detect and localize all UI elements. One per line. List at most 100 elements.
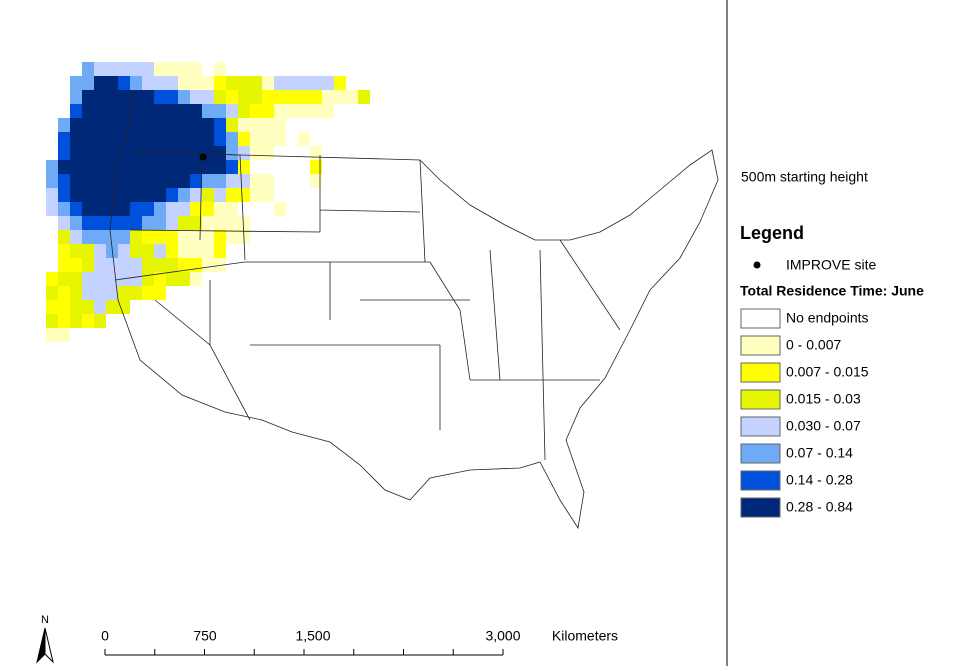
grid-cell	[310, 160, 322, 174]
grid-cell	[130, 286, 142, 300]
grid-cell	[58, 174, 70, 188]
grid-cell	[82, 76, 94, 90]
legend-label: 0.07 - 0.14	[786, 445, 853, 461]
legend-heading: Total Residence Time: June	[740, 283, 924, 299]
grid-cell	[70, 300, 82, 314]
grid-cell	[70, 202, 82, 216]
grid-cell	[46, 160, 58, 174]
grid-cell	[130, 104, 142, 118]
grid-cell	[226, 230, 238, 244]
grid-cell	[154, 202, 166, 216]
grid-cell	[106, 216, 118, 230]
grid-cell	[178, 62, 190, 76]
grid-cell	[166, 160, 178, 174]
grid-cell	[58, 188, 70, 202]
grid-cell	[202, 258, 214, 272]
grid-cell	[58, 118, 70, 132]
grid-cell	[130, 272, 142, 286]
grid-cell	[310, 104, 322, 118]
grid-cell	[94, 160, 106, 174]
grid-cell	[142, 174, 154, 188]
grid-cell	[82, 90, 94, 104]
grid-cell	[166, 258, 178, 272]
grid-cell	[118, 146, 130, 160]
grid-cell	[214, 146, 226, 160]
grid-cell	[322, 90, 334, 104]
grid-cell	[238, 160, 250, 174]
grid-cell	[58, 272, 70, 286]
grid-cell	[238, 76, 250, 90]
grid-cell	[94, 300, 106, 314]
grid-cell	[166, 202, 178, 216]
grid-cell	[130, 174, 142, 188]
grid-cell	[58, 328, 70, 342]
grid-cell	[202, 244, 214, 258]
grid-cell	[82, 244, 94, 258]
grid-cell	[250, 90, 262, 104]
grid-cell	[82, 104, 94, 118]
grid-cell	[250, 188, 262, 202]
grid-cell	[226, 174, 238, 188]
grid-cell	[106, 146, 118, 160]
grid-cell	[250, 118, 262, 132]
grid-cell	[94, 258, 106, 272]
grid-cell	[250, 104, 262, 118]
grid-cell	[238, 146, 250, 160]
grid-cell	[166, 76, 178, 90]
grid-cell	[106, 132, 118, 146]
grid-cell	[46, 314, 58, 328]
grid-cell	[106, 104, 118, 118]
grid-cell	[166, 174, 178, 188]
grid-cell	[250, 174, 262, 188]
grid-cell	[94, 146, 106, 160]
grid-cell	[94, 62, 106, 76]
grid-cell	[106, 286, 118, 300]
grid-cell	[118, 258, 130, 272]
grid-cell	[106, 62, 118, 76]
grid-cell	[70, 286, 82, 300]
grid-cell	[202, 76, 214, 90]
grid-cell	[226, 90, 238, 104]
grid-cell	[190, 216, 202, 230]
grid-cell	[94, 314, 106, 328]
grid-cell	[94, 272, 106, 286]
grid-cell	[310, 146, 322, 160]
grid-cell	[58, 146, 70, 160]
grid-cell	[94, 216, 106, 230]
grid-cell	[178, 202, 190, 216]
grid-cell	[190, 272, 202, 286]
grid-cell	[310, 76, 322, 90]
scale-unit: Kilometers	[552, 628, 618, 644]
grid-cell	[202, 188, 214, 202]
grid-cell	[238, 118, 250, 132]
legend-swatch	[740, 470, 781, 491]
grid-cell	[190, 244, 202, 258]
grid-cell	[130, 202, 142, 216]
grid-cell	[118, 76, 130, 90]
legend-label: 0.030 - 0.07	[786, 418, 861, 434]
grid-cell	[190, 146, 202, 160]
grid-cell	[118, 216, 130, 230]
grid-cell	[250, 76, 262, 90]
grid-cell	[178, 104, 190, 118]
grid-cell	[118, 174, 130, 188]
grid-cell	[70, 76, 82, 90]
grid-cell	[106, 174, 118, 188]
north-arrow: N	[36, 614, 54, 664]
grid-cell	[214, 132, 226, 146]
grid-cell	[46, 188, 58, 202]
grid-cell	[226, 118, 238, 132]
grid-cell	[166, 244, 178, 258]
scale-label: 0	[101, 628, 109, 644]
grid-cell	[82, 174, 94, 188]
grid-cell	[178, 90, 190, 104]
grid-cell	[226, 146, 238, 160]
grid-cell	[202, 160, 214, 174]
grid-cell	[94, 90, 106, 104]
basemap	[109, 0, 728, 666]
grid-cell	[94, 286, 106, 300]
grid-cell	[154, 76, 166, 90]
grid-cell	[82, 160, 94, 174]
grid-cell	[130, 188, 142, 202]
